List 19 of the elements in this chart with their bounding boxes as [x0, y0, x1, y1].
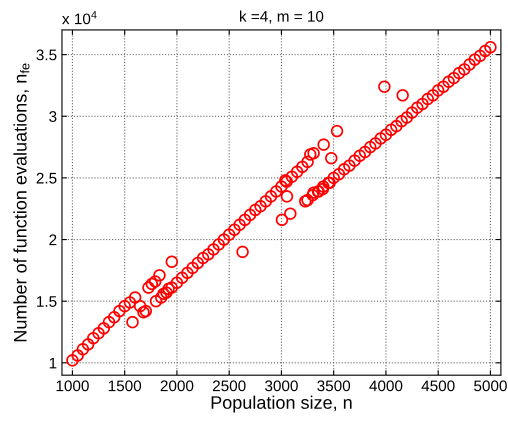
x-axis-title: Population size, n	[212, 396, 352, 412]
y-tick-label: 1.5	[37, 296, 56, 307]
chart-title: k =4, m = 10	[240, 10, 324, 24]
y-tick-label: 1	[50, 358, 56, 368]
x-tick-label: 2500	[212, 380, 246, 392]
x-tick-label: 1500	[108, 380, 142, 392]
x-tick-label: 2000	[160, 380, 194, 392]
text: x 10$^{4}$	[62, 11, 97, 24]
x-tick-label: 1000	[56, 380, 89, 392]
x-tick-label: 3000	[265, 380, 298, 392]
y-tick-label: 3.5	[36, 49, 56, 60]
y-tick-label: 3	[49, 111, 56, 122]
y-tick-label: 2.5	[36, 172, 56, 184]
y-tick-label: 2	[49, 234, 56, 246]
x-tick-label: 3500	[317, 380, 350, 392]
x-tick-label: 4000	[369, 380, 402, 392]
x-tick-label: 4500	[422, 380, 455, 392]
y-axis-title: Number of function evaluations, n$_{fe}$	[13, 64, 30, 342]
x-tick-label: 5000	[474, 380, 507, 392]
